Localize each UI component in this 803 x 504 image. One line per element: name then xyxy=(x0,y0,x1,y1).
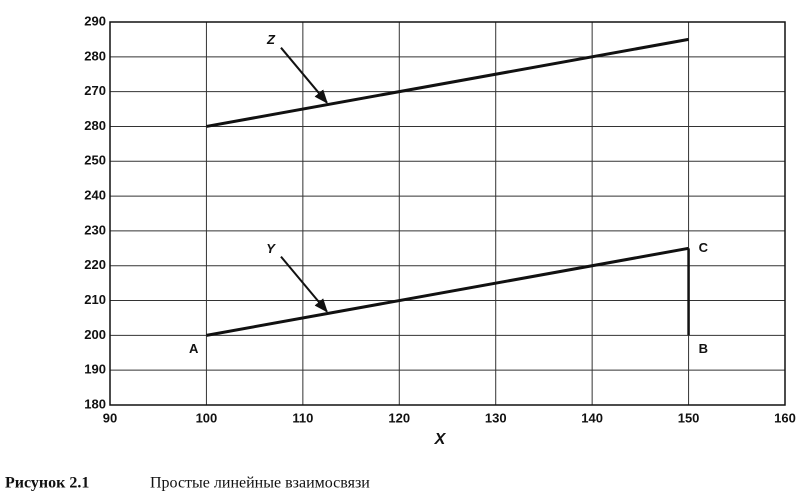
x-tick-label: 130 xyxy=(485,410,507,425)
label-arrow xyxy=(280,255,328,313)
plot-frame xyxy=(109,21,786,406)
x-tick-label: 120 xyxy=(388,410,410,425)
x-tick-label: 160 xyxy=(774,410,796,425)
point-label: A xyxy=(189,341,199,356)
x-tick-label: 150 xyxy=(678,410,700,425)
point-label: B xyxy=(699,341,708,356)
y-tick-label: 280 xyxy=(84,118,106,133)
y-tick-label: 240 xyxy=(84,188,106,203)
series-label: Y xyxy=(266,241,276,256)
y-tick-label: 290 xyxy=(84,13,106,28)
x-tick-label: 140 xyxy=(581,410,603,425)
caption-text: Простые линейные взаимосвязи xyxy=(150,475,370,492)
caption-label: Рисунок 2.1 xyxy=(5,475,89,492)
x-axis-label: X xyxy=(434,431,447,448)
y-tick-label: 250 xyxy=(84,153,106,168)
y-tick-label: 180 xyxy=(84,396,106,411)
x-tick-label: 110 xyxy=(292,410,313,425)
y-tick-label: 280 xyxy=(84,48,106,63)
y-tick-label: 190 xyxy=(84,362,106,377)
series-line xyxy=(206,246,689,337)
y-tick-label: 210 xyxy=(84,292,106,307)
point-label: C xyxy=(699,240,709,255)
y-tick-label: 270 xyxy=(84,83,106,98)
x-tick-label: 90 xyxy=(103,410,117,425)
series-line xyxy=(206,37,689,128)
series-label: Z xyxy=(266,32,276,47)
y-tick-label: 200 xyxy=(84,327,106,342)
label-arrow xyxy=(280,47,328,104)
y-tick-label: 230 xyxy=(84,222,106,237)
x-tick-label: 100 xyxy=(196,410,218,425)
y-tick-label: 220 xyxy=(84,257,106,272)
